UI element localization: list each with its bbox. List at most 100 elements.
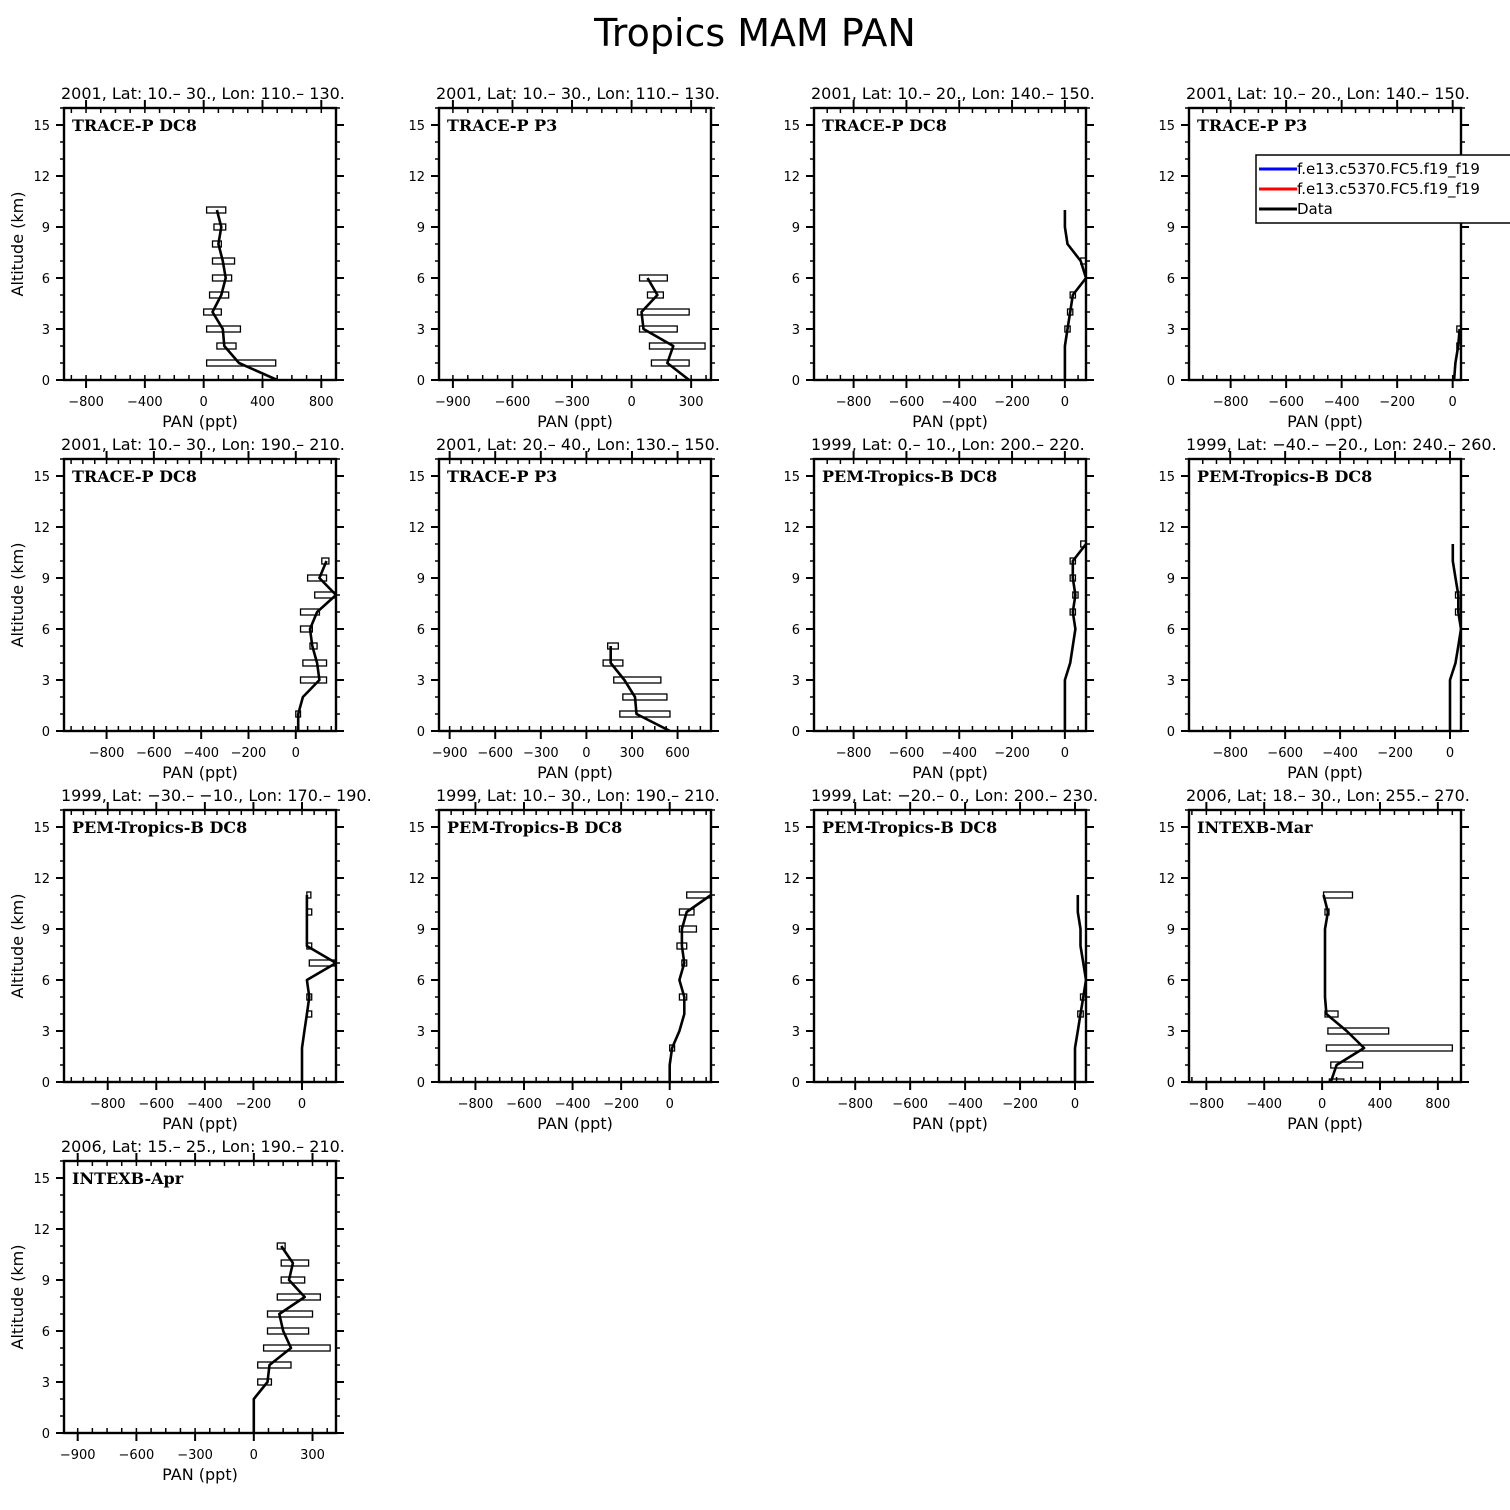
x-tick-label: −300	[554, 395, 590, 410]
y-axis-label: Altitude (km)	[8, 894, 27, 999]
y-tick-label: 9	[42, 1274, 50, 1289]
y-tick-label: 6	[42, 623, 50, 638]
y-tick-label: 0	[42, 1076, 50, 1091]
x-tick-label: −300	[177, 1448, 213, 1463]
y-tick-label: 0	[417, 1076, 425, 1091]
x-tick-label: −400	[187, 1097, 223, 1112]
y-tick-label: 9	[42, 923, 50, 938]
x-tick-label: 300	[300, 1448, 325, 1463]
plot-area	[1448, 544, 1461, 731]
range-box	[280, 1276, 306, 1284]
x-tick-label: −800	[90, 1097, 126, 1112]
y-tick-label: 6	[42, 974, 50, 989]
range-box	[1330, 1061, 1364, 1069]
panel-title: 2006, Lat: 15.– 25., Lon: 190.– 210.	[61, 1137, 345, 1156]
y-tick-label: 9	[417, 572, 425, 587]
y-tick-label: 6	[42, 272, 50, 287]
x-axis-label: PAN (ppt)	[912, 763, 988, 782]
panel-frame	[62, 106, 338, 382]
panel-6: 2001, Lat: 20.– 40., Lon: 130.– 150. −900…	[408, 435, 719, 782]
range-box	[1328, 1078, 1345, 1082]
y-tick-label: 0	[1167, 725, 1175, 740]
range-box	[314, 591, 336, 599]
y-tick-label: 12	[408, 872, 425, 887]
x-tick-label: −400	[1322, 746, 1358, 761]
panel-frame	[437, 808, 713, 1084]
panel-title: 1999, Lat: 10.– 30., Lon: 190.– 210.	[436, 786, 720, 805]
panel-title: 2001, Lat: 10.– 20., Lon: 140.– 150.	[1186, 84, 1470, 103]
range-box	[299, 608, 321, 616]
range-box	[302, 659, 328, 667]
panel-title: 1999, Lat: −30.– −10., Lon: 170.– 190.	[61, 786, 372, 805]
y-tick-label: 12	[33, 1223, 50, 1238]
panel-1: 2001, Lat: 10.– 30., Lon: 110.– 130. −800…	[8, 84, 345, 431]
x-axis-label: PAN (ppt)	[537, 412, 613, 431]
range-box	[622, 693, 668, 701]
panel-11: 1999, Lat: −20.– 0., Lon: 200.– 230. −800…	[783, 786, 1098, 1133]
range-box	[266, 1327, 310, 1335]
mission-label: PEM-Tropics-B DC8	[72, 818, 247, 837]
x-tick-label: 600	[665, 746, 690, 761]
y-tick-label: 3	[1167, 323, 1175, 338]
x-tick-label: −200	[994, 746, 1030, 761]
series-line	[1322, 894, 1366, 1082]
x-tick-label: −900	[435, 395, 471, 410]
y-tick-label: 6	[792, 272, 800, 287]
x-tick-label: −600	[889, 395, 925, 410]
range-box	[306, 574, 328, 582]
x-tick-label: −900	[60, 1448, 96, 1463]
x-tick-label: −200	[1379, 395, 1415, 410]
x-tick-label: −800	[836, 395, 872, 410]
range-box	[638, 325, 678, 333]
panel-frame	[1187, 808, 1463, 1084]
panel-frame	[437, 106, 713, 382]
y-tick-label: 9	[1167, 923, 1175, 938]
range-box	[678, 925, 698, 933]
series-line	[640, 277, 690, 380]
mission-label: TRACE-P DC8	[72, 116, 197, 135]
y-tick-label: 6	[1167, 272, 1175, 287]
x-tick-label: 0	[298, 1097, 306, 1112]
y-axis-label: Altitude (km)	[8, 1245, 27, 1350]
mission-label: INTEXB-Apr	[72, 1169, 184, 1188]
panel-7: 1999, Lat: 0.– 10., Lon: 200.– 220. −800 −…	[783, 435, 1094, 782]
y-tick-label: 6	[417, 974, 425, 989]
x-tick-label: 800	[309, 395, 334, 410]
mission-label: TRACE-P DC8	[822, 116, 947, 135]
x-tick-label: −800	[836, 746, 872, 761]
range-box	[686, 891, 711, 899]
series-line	[1063, 543, 1086, 731]
y-tick-label: 12	[33, 170, 50, 185]
x-tick-label: 0	[582, 746, 590, 761]
y-tick-label: 15	[33, 821, 50, 836]
x-tick-label: 0	[666, 1097, 674, 1112]
range-box	[1327, 1027, 1390, 1035]
legend-entry: f.e13.c5370.FC5.f19_f19	[1297, 160, 1480, 179]
y-tick-label: 12	[783, 872, 800, 887]
y-tick-label: 3	[417, 323, 425, 338]
y-tick-label: 0	[417, 374, 425, 389]
range-box	[276, 1242, 286, 1250]
x-tick-label: −600	[506, 1097, 542, 1112]
range-box	[1322, 891, 1354, 899]
x-tick-label: −200	[1377, 746, 1413, 761]
panel-8: 1999, Lat: −40.– −20., Lon: 240.– 260. −8…	[1158, 435, 1496, 782]
plot-area	[300, 891, 336, 1082]
range-box	[280, 1259, 310, 1267]
y-tick-label: 3	[792, 323, 800, 338]
y-tick-label: 15	[408, 470, 425, 485]
y-tick-label: 3	[1167, 1025, 1175, 1040]
x-tick-label: −400	[1324, 395, 1360, 410]
y-tick-label: 9	[417, 923, 425, 938]
x-axis-label: PAN (ppt)	[1287, 763, 1363, 782]
mission-label: PEM-Tropics-B DC8	[822, 818, 997, 837]
x-tick-label: −400	[1246, 1097, 1282, 1112]
x-tick-label: −600	[495, 395, 531, 410]
series-line	[252, 1245, 306, 1433]
plot-area	[668, 891, 711, 1082]
x-tick-label: 300	[679, 395, 704, 410]
range-box	[205, 206, 227, 214]
panel-frame	[62, 808, 338, 1084]
y-axis-label: Altitude (km)	[8, 543, 27, 648]
